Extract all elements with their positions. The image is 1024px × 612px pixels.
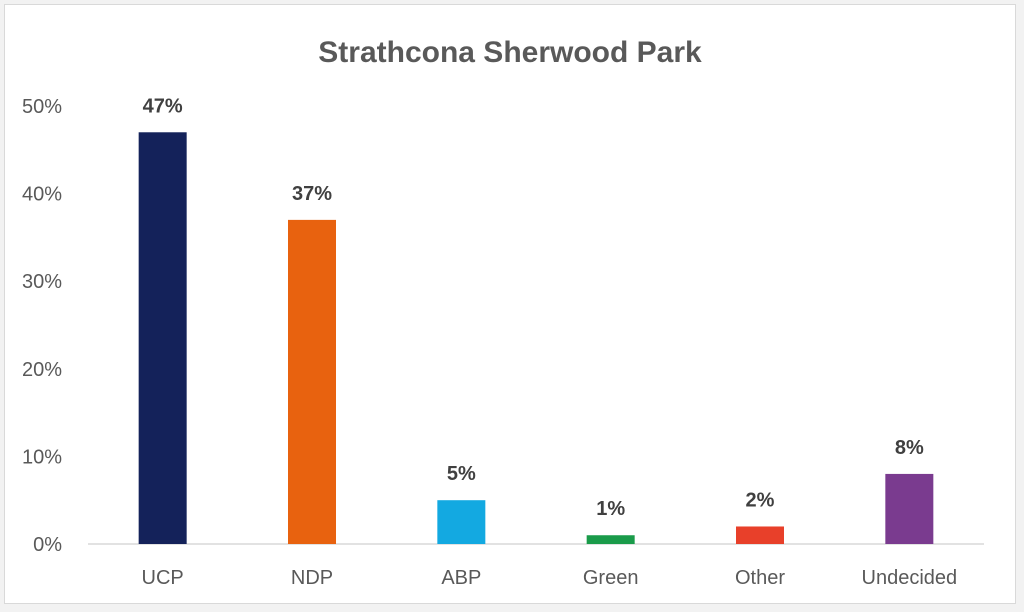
data-labels-group: 47% 37% 5% 1% 2% 8% xyxy=(143,95,924,520)
y-tick-label: 30% xyxy=(22,271,62,293)
bar-ucp xyxy=(138,132,187,544)
bar-ndp xyxy=(288,219,336,544)
x-axis: UCP NDP ABP Green Other Undecided xyxy=(142,567,958,589)
y-tick-label: 50% xyxy=(22,96,62,118)
data-label: 2% xyxy=(746,489,775,511)
x-tick-label: NDP xyxy=(291,567,333,589)
chart-title: Strathcona Sherwood Park xyxy=(318,36,702,69)
y-tick-label: 0% xyxy=(33,534,62,556)
x-tick-label: UCP xyxy=(142,567,184,589)
y-tick-label: 20% xyxy=(22,359,62,381)
data-label: 47% xyxy=(143,95,183,117)
y-axis: 0% 10% 20% 30% 40% 50% xyxy=(22,96,62,556)
bar-undecided xyxy=(885,473,934,544)
bars-group xyxy=(138,132,934,544)
x-tick-label: Other xyxy=(735,567,785,589)
y-tick-label: 10% xyxy=(22,446,62,468)
data-label: 1% xyxy=(596,498,625,520)
x-tick-label: Green xyxy=(583,567,639,589)
data-label: 8% xyxy=(895,437,924,459)
bar-abp xyxy=(437,500,486,544)
x-tick-label: ABP xyxy=(441,567,481,589)
data-label: 5% xyxy=(447,463,476,485)
x-tick-label: Undecided xyxy=(862,567,958,589)
y-tick-label: 40% xyxy=(22,184,62,206)
bar-green xyxy=(586,535,635,544)
bar-other xyxy=(736,526,784,544)
data-label: 37% xyxy=(292,183,332,205)
